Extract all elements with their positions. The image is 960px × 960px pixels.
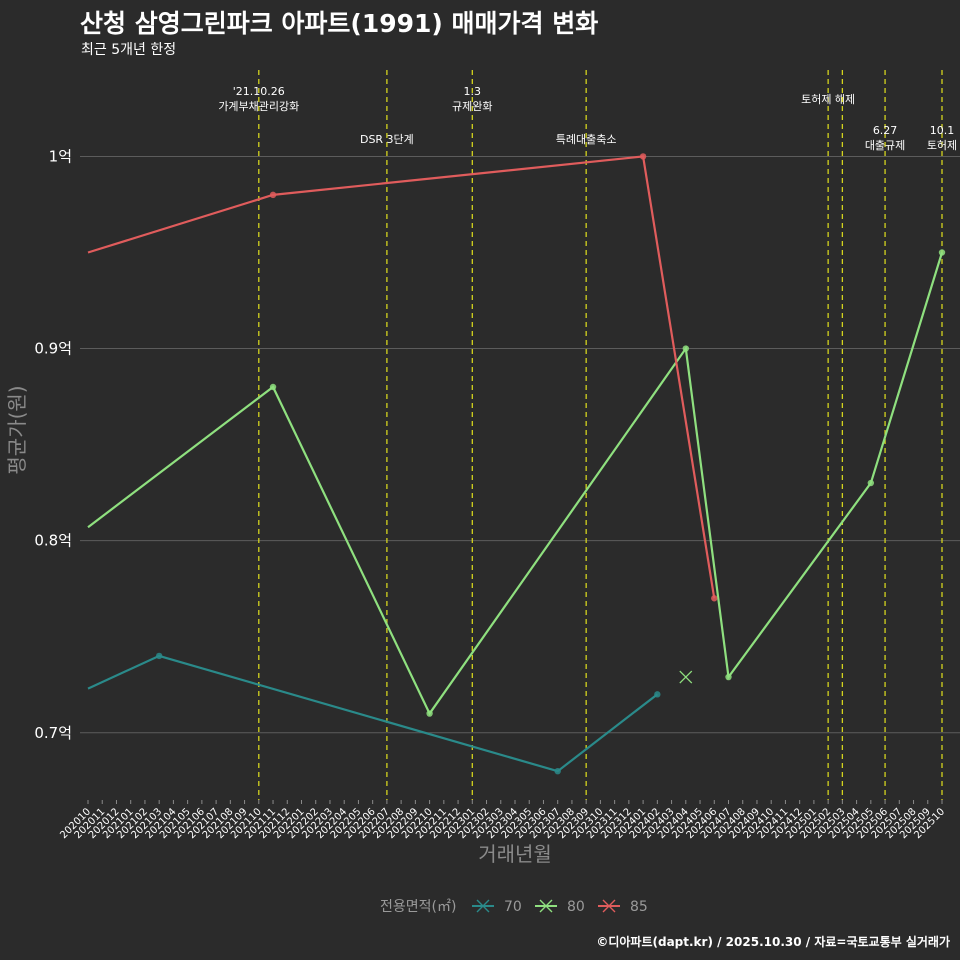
gridlines — [80, 155, 960, 734]
legend-swatch-marker — [476, 899, 490, 913]
data-point-80 — [426, 710, 433, 717]
data-point-70 — [155, 652, 163, 660]
data-point-85 — [711, 595, 718, 602]
point-marker — [679, 670, 693, 684]
data-point-85 — [269, 191, 277, 199]
chart-subtitle: 최근 5개년 한정 — [81, 42, 177, 58]
event-label: 규제완화 — [452, 100, 492, 113]
event-label: '21.10.26 — [233, 85, 285, 98]
data-point-80 — [682, 345, 689, 352]
series-line-85 — [87, 155, 716, 599]
series-line-70 — [87, 654, 659, 773]
legend-title: 전용면적(㎡) — [380, 899, 456, 915]
y-axis-title: 평균가(원) — [5, 385, 29, 474]
event-label: 토허제 해제 — [801, 92, 855, 106]
y-tick-label: 0.7억 — [34, 724, 72, 742]
event-label: 6.27 — [873, 124, 898, 137]
series-lines — [87, 153, 946, 775]
legend-label-70: 70 — [504, 899, 522, 915]
legend-label-85: 85 — [630, 899, 648, 915]
y-tick-label: 1억 — [49, 147, 72, 165]
y-axis-ticks: 0.7억 0.8억 0.9억 1억 — [34, 147, 72, 741]
data-point-80 — [867, 479, 875, 487]
event-label: 가계부채관리강화 — [218, 100, 299, 113]
data-point-80 — [269, 383, 277, 391]
event-label: 대출규제 — [865, 139, 905, 152]
data-point-70 — [654, 691, 661, 698]
x-axis-title: 거래년월 — [478, 842, 552, 866]
event-label: 특례대출축소 — [556, 133, 617, 146]
event-label: 토허제 — [927, 139, 957, 152]
chart-title: 산청 삼영그린파크 아파트(1991) 매매가격 변화 — [80, 9, 599, 38]
data-point-80 — [938, 249, 946, 256]
event-label: 10.1 — [930, 124, 955, 137]
data-point-70 — [554, 767, 561, 775]
event-label: DSR 3단계 — [360, 133, 414, 146]
legend-swatch-marker — [539, 899, 553, 913]
x-axis-ticks: 2020102020112020122021012021022021032021… — [58, 800, 947, 841]
data-point-80 — [725, 673, 732, 681]
event-label: 1.3 — [464, 85, 482, 98]
data-point-85 — [639, 153, 647, 160]
source-caption: ©디아파트(dapt.kr) / 2025.10.30 / 자료=국토교통부 실… — [596, 935, 950, 949]
y-tick-label: 0.9억 — [34, 340, 72, 358]
legend-label-80: 80 — [567, 899, 585, 915]
y-tick-label: 0.8억 — [34, 532, 72, 550]
legend: 전용면적(㎡) 70 80 85 — [380, 899, 648, 915]
legend-swatch-marker — [602, 899, 616, 913]
series-line-80 — [87, 252, 944, 716]
